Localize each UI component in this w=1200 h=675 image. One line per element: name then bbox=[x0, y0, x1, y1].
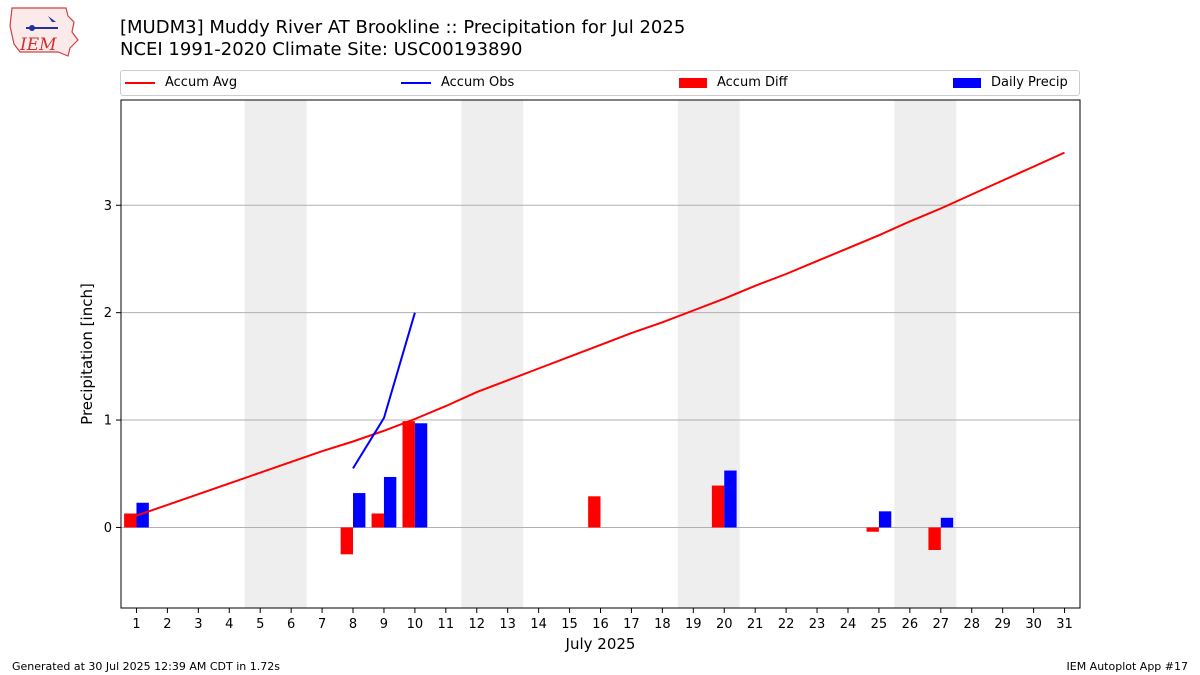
xtick-label-20: 20 bbox=[716, 617, 733, 632]
xtick-label-10: 10 bbox=[407, 617, 424, 632]
y-axis-label: Precipitation [inch] bbox=[78, 283, 96, 425]
ytick-label-0: 0 bbox=[104, 521, 112, 536]
weekend-band-4 bbox=[894, 100, 957, 608]
legend-label-accum-avg: Accum Avg bbox=[165, 75, 238, 90]
xtick-label-17: 17 bbox=[623, 617, 640, 632]
ytick-label-1: 1 bbox=[104, 414, 112, 429]
legend-accum-obs: Accum Obs bbox=[401, 74, 514, 92]
legend-accum-diff: Accum Diff bbox=[679, 74, 788, 92]
xtick-label-4: 4 bbox=[225, 617, 233, 632]
legend-swatch-blue-line bbox=[401, 81, 431, 84]
xtick-label-6: 6 bbox=[287, 617, 295, 632]
x-axis-label: July 2025 bbox=[565, 635, 636, 653]
xtick-label-5: 5 bbox=[256, 617, 264, 632]
diff-bar-day-10 bbox=[402, 421, 415, 528]
weekend-band-2 bbox=[461, 100, 524, 608]
xtick-label-23: 23 bbox=[809, 617, 826, 632]
xtick-label-28: 28 bbox=[963, 617, 980, 632]
xtick-label-16: 16 bbox=[592, 617, 609, 632]
xtick-label-24: 24 bbox=[840, 617, 857, 632]
xtick-label-8: 8 bbox=[349, 617, 357, 632]
footer-app: IEM Autoplot App #17 bbox=[1066, 660, 1189, 673]
xtick-label-29: 29 bbox=[994, 617, 1011, 632]
legend-label-accum-diff: Accum Diff bbox=[717, 75, 788, 90]
precip-bar-day-9 bbox=[383, 476, 397, 528]
accum-obs-line bbox=[352, 312, 416, 469]
legend-swatch-blue-patch bbox=[953, 77, 981, 88]
xtick-label-27: 27 bbox=[933, 617, 950, 632]
xtick-label-31: 31 bbox=[1056, 617, 1073, 632]
xtick-label-21: 21 bbox=[747, 617, 764, 632]
xtick-label-30: 30 bbox=[1025, 617, 1042, 632]
xtick-label-7: 7 bbox=[318, 617, 326, 632]
diff-bar-day-9 bbox=[371, 513, 384, 528]
xtick-label-25: 25 bbox=[871, 617, 888, 632]
diff-bar-day-20 bbox=[711, 485, 725, 528]
precip-bar-day-25 bbox=[878, 511, 892, 528]
chart-title: [MUDM3] Muddy River AT Brookline :: Prec… bbox=[120, 17, 685, 61]
precip-bar-day-8 bbox=[353, 493, 366, 528]
legend-label-daily-precip: Daily Precip bbox=[991, 75, 1068, 90]
precip-bar-day-27 bbox=[940, 517, 954, 528]
xtick-label-14: 14 bbox=[530, 617, 547, 632]
logo-text: IEM bbox=[19, 35, 57, 55]
title-line-2: NCEI 1991-2020 Climate Site: USC00193890 bbox=[120, 39, 523, 60]
legend-swatch-red-line bbox=[125, 81, 155, 84]
precip-bar-day-1 bbox=[136, 502, 149, 528]
diff-bar-day-25 bbox=[866, 527, 879, 532]
xtick-label-9: 9 bbox=[380, 617, 388, 632]
xtick-label-12: 12 bbox=[468, 617, 485, 632]
xtick-label-15: 15 bbox=[561, 617, 578, 632]
iem-logo: IEM bbox=[9, 7, 79, 57]
precip-bar-day-10 bbox=[414, 423, 428, 528]
footer-generated: Generated at 30 Jul 2025 12:39 AM CDT in… bbox=[12, 660, 280, 673]
legend: Accum Avg Accum Obs Accum Diff Daily Pre… bbox=[120, 70, 1080, 96]
ytick-label-2: 2 bbox=[104, 306, 112, 321]
xtick-label-2: 2 bbox=[163, 617, 171, 632]
weekend-band-3 bbox=[677, 100, 740, 608]
xtick-label-26: 26 bbox=[902, 617, 919, 632]
legend-label-accum-obs: Accum Obs bbox=[441, 75, 515, 90]
xtick-label-13: 13 bbox=[499, 617, 516, 632]
legend-accum-avg: Accum Avg bbox=[125, 74, 237, 92]
xtick-label-11: 11 bbox=[438, 617, 455, 632]
xtick-label-19: 19 bbox=[685, 617, 702, 632]
xtick-label-1: 1 bbox=[132, 617, 140, 632]
xtick-label-3: 3 bbox=[194, 617, 202, 632]
title-line-1: [MUDM3] Muddy River AT Brookline :: Prec… bbox=[120, 17, 686, 38]
accum-avg-line bbox=[136, 151, 1065, 517]
ytick-label-3: 3 bbox=[104, 199, 112, 214]
diff-bar-day-27 bbox=[928, 527, 941, 551]
weekend-band-1 bbox=[244, 100, 307, 608]
diff-bar-day-8 bbox=[340, 527, 354, 555]
diff-bar-day-16 bbox=[588, 496, 601, 528]
legend-daily-precip: Daily Precip bbox=[953, 74, 1068, 92]
legend-swatch-red-patch bbox=[679, 77, 707, 88]
xtick-label-18: 18 bbox=[654, 617, 671, 632]
xtick-label-22: 22 bbox=[778, 617, 795, 632]
precip-bar-day-20 bbox=[724, 470, 737, 528]
diff-bar-day-1 bbox=[124, 513, 137, 528]
